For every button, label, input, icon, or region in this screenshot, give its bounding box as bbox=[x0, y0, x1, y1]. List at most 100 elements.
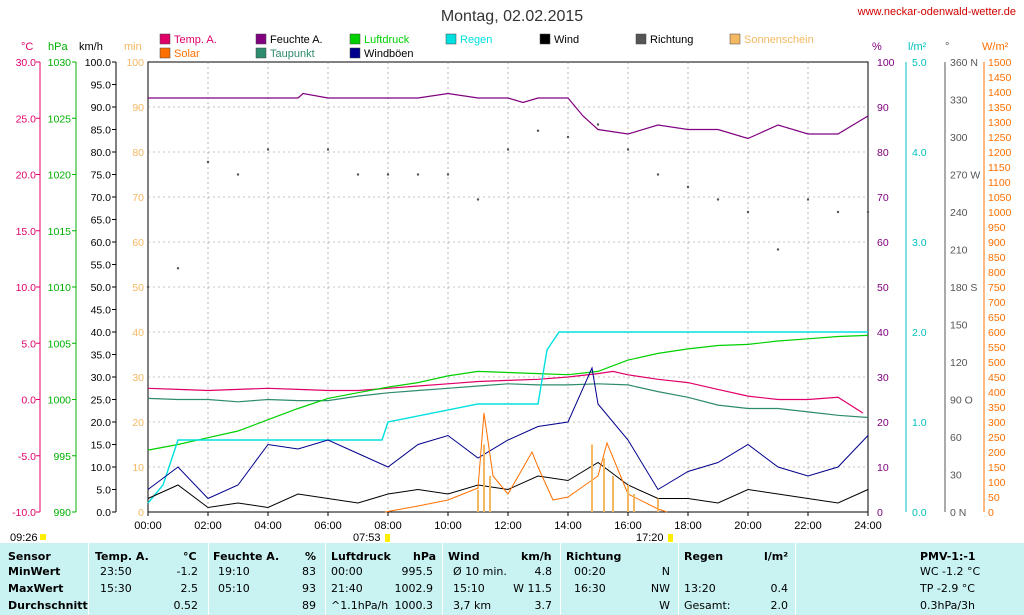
temp-tick: -10.0 bbox=[12, 507, 36, 519]
axis-unit-direction: ° bbox=[945, 41, 949, 53]
wind-tick: 20.0 bbox=[91, 417, 112, 429]
time-tick: 18:00 bbox=[674, 520, 702, 532]
solar-tick: 1200 bbox=[988, 147, 1012, 159]
pressure-tick: 1025 bbox=[48, 113, 72, 125]
table-cell-hum_time: 19:10 bbox=[218, 565, 250, 578]
direction-tick: 60 bbox=[950, 432, 962, 444]
series-richtung-point bbox=[686, 185, 690, 189]
wind-tick: 10.0 bbox=[91, 462, 112, 474]
direction-tick: 150 bbox=[950, 320, 968, 332]
time-tick: 22:00 bbox=[794, 520, 822, 532]
legend-label: Sonnenschein bbox=[744, 34, 814, 46]
marker-sunset: 17:20 bbox=[636, 532, 664, 543]
direction-tick: 180 S bbox=[950, 282, 977, 294]
wind-tick: 70.0 bbox=[91, 192, 112, 204]
sun-tick: 20 bbox=[132, 417, 144, 429]
marker-sunrise: 07:53 bbox=[353, 532, 381, 543]
wind-tick: 25.0 bbox=[91, 395, 112, 407]
wind-tick: 35.0 bbox=[91, 350, 112, 362]
direction-tick: 300 bbox=[950, 132, 968, 144]
solar-tick: 900 bbox=[988, 237, 1006, 249]
wind-tick: 75.0 bbox=[91, 170, 112, 182]
wind-tick: 65.0 bbox=[91, 215, 112, 227]
series-taupunkt-line bbox=[147, 383, 869, 419]
solar-tick: 850 bbox=[988, 252, 1006, 264]
header-humidity: Feuchte A. bbox=[213, 550, 280, 563]
series-feuchte-a-line bbox=[148, 92, 869, 140]
header-rain-unit: l/m² bbox=[764, 550, 789, 563]
table-cell-dir_time: 16:30 bbox=[574, 582, 606, 595]
table-cell-wind: 4.8 bbox=[534, 565, 553, 578]
table-cell-wind: 3.7 bbox=[534, 599, 553, 612]
solar-tick: 400 bbox=[988, 387, 1006, 399]
axis-unit-sun: min bbox=[124, 41, 142, 53]
series-richtung-point bbox=[626, 148, 630, 151]
direction-tick: 240 bbox=[950, 207, 968, 219]
time-tick: 04:00 bbox=[254, 520, 282, 532]
axis-unit-wind: km/h bbox=[79, 41, 103, 53]
solar-tick: 50 bbox=[988, 492, 1000, 504]
site-url: www.neckar-odenwald-wetter.de bbox=[857, 6, 1016, 18]
legend-swatch bbox=[159, 47, 171, 59]
series-richtung-point bbox=[866, 210, 870, 214]
axis-unit-rain: l/m² bbox=[908, 41, 927, 53]
wind-tick: 45.0 bbox=[91, 305, 112, 317]
humidity-tick: 40 bbox=[877, 327, 889, 339]
solar-tick: 1300 bbox=[988, 117, 1012, 129]
table-cell-label: Durchschnitt bbox=[8, 599, 88, 612]
temp-tick: 25.0 bbox=[16, 113, 37, 125]
solar-tick: 200 bbox=[988, 447, 1006, 459]
table-cell-wind_label: 3,7 km bbox=[453, 599, 492, 612]
sun-tick: 30 bbox=[132, 372, 144, 384]
wind-tick: 85.0 bbox=[91, 125, 112, 137]
legend-label: Wind bbox=[554, 34, 579, 46]
humidity-tick: 90 bbox=[877, 102, 889, 114]
table-cell-dir: W bbox=[659, 599, 670, 612]
humidity-tick: 50 bbox=[877, 282, 889, 294]
table-cell-dir_time: 00:20 bbox=[574, 565, 606, 578]
table-cell-dir: NW bbox=[650, 582, 670, 595]
direction-tick: 330 bbox=[950, 95, 968, 107]
table-cell-temp: 2.5 bbox=[180, 582, 199, 595]
sun-tick: 0 bbox=[138, 507, 144, 519]
marker-first: 09:26 bbox=[10, 532, 38, 543]
table-cell-pmv: 0.3hPa/3h bbox=[920, 599, 976, 612]
humidity-tick: 60 bbox=[877, 237, 889, 249]
humidity-tick: 10 bbox=[877, 462, 889, 474]
solar-tick: 150 bbox=[988, 462, 1006, 474]
header-wind-unit: km/h bbox=[521, 550, 552, 563]
wind-tick: 30.0 bbox=[91, 372, 112, 384]
legend-swatch bbox=[159, 33, 171, 45]
wind-tick: 40.0 bbox=[91, 327, 112, 339]
pressure-tick: 1010 bbox=[48, 282, 72, 294]
axis-unit-humidity: % bbox=[872, 41, 882, 53]
wind-tick: 100.0 bbox=[85, 57, 111, 69]
series-temp-a-line bbox=[147, 370, 864, 414]
solar-tick: 1350 bbox=[988, 102, 1012, 114]
solar-tick: 1250 bbox=[988, 132, 1012, 144]
series-richtung-point bbox=[236, 173, 240, 176]
table-cell-hum: 83 bbox=[302, 565, 316, 578]
direction-tick: 0 N bbox=[950, 507, 966, 519]
table-cell-press_time: ^1.1hPa/h bbox=[331, 599, 389, 612]
solar-tick: 700 bbox=[988, 297, 1006, 309]
table-cell-pmv: TP -2.9 °C bbox=[920, 582, 975, 595]
wind-tick: 50.0 bbox=[91, 282, 112, 294]
solar-tick: 300 bbox=[988, 417, 1006, 429]
sun-tick: 40 bbox=[132, 327, 144, 339]
header-direction: Richtung bbox=[566, 550, 622, 563]
legend-label: Luftdruck bbox=[364, 34, 410, 46]
legend-label: Solar bbox=[174, 48, 200, 60]
sun-tick: 10 bbox=[132, 462, 144, 474]
wind-tick: 90.0 bbox=[91, 102, 112, 114]
sun-tick: 50 bbox=[132, 282, 144, 294]
stats-table: Sensor Temp. A. °C Feuchte A. % Luftdruc… bbox=[0, 543, 1024, 615]
legend-label: Feuchte A. bbox=[270, 34, 323, 46]
header-temp-unit: °C bbox=[183, 550, 197, 563]
series-richtung-point bbox=[566, 135, 570, 139]
table-cell-rain: 0.4 bbox=[770, 582, 789, 595]
series-richtung-point bbox=[836, 210, 840, 214]
header-wind: Wind bbox=[448, 550, 480, 563]
table-cell-rain_time: Gesamt: bbox=[684, 599, 731, 612]
legend-label: Taupunkt bbox=[270, 48, 315, 60]
